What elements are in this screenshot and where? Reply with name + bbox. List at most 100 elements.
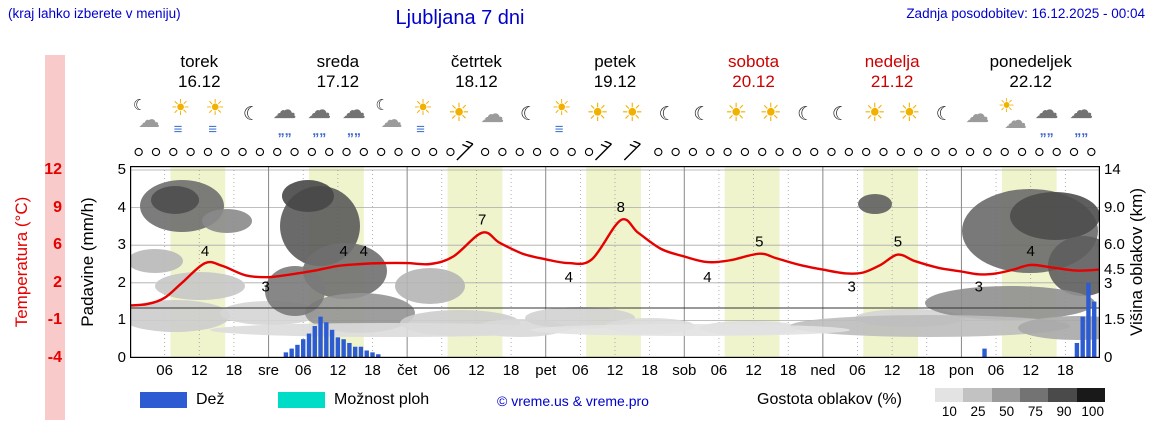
density-level-label: 75 bbox=[1027, 404, 1043, 419]
x-axis-tick: čet bbox=[397, 362, 418, 379]
moon-glyph: ☾ bbox=[242, 104, 260, 125]
day-name: sreda bbox=[316, 52, 360, 71]
x-axis-tick: 18 bbox=[779, 362, 797, 379]
weather-icon-moon: ☾ bbox=[823, 95, 858, 141]
sun-glyph: ☀ bbox=[998, 96, 1016, 117]
sun-glyph: ☀ bbox=[586, 99, 609, 127]
cloud-glyph: ☁ bbox=[380, 107, 403, 132]
sun-glyph: ☀ bbox=[620, 99, 644, 127]
temp-tick: -4 bbox=[47, 349, 62, 366]
x-axis-tick: 06 bbox=[433, 362, 451, 379]
day-name: ponedeljek bbox=[989, 52, 1072, 71]
day-date: 21.12 bbox=[870, 72, 914, 91]
precip-tick: 4 bbox=[117, 198, 126, 216]
weather-icon-sun: ☀ bbox=[754, 95, 789, 141]
x-axis-tick: 06 bbox=[156, 362, 173, 379]
density-segment bbox=[963, 388, 992, 402]
temperature-point-label: 5 bbox=[755, 234, 763, 251]
cloud-height-tick: 1.5 bbox=[1104, 311, 1125, 329]
density-level-label: 50 bbox=[999, 404, 1015, 419]
density-segment bbox=[1019, 388, 1049, 402]
weather-icon-sun: ☀ bbox=[615, 95, 650, 141]
day-name: sobota bbox=[728, 52, 780, 71]
rain-legend-swatch bbox=[140, 392, 187, 408]
temperature-point-label: 3 bbox=[848, 278, 856, 295]
cloud-density-scale bbox=[935, 388, 1105, 402]
drops-glyph: „„ bbox=[1039, 122, 1054, 138]
density-segment bbox=[1048, 388, 1077, 402]
weather-icon-sun: ☀ bbox=[580, 95, 615, 141]
cloud-height-tick: 14 bbox=[1104, 161, 1121, 178]
day-header: nedelja 21.12 bbox=[823, 52, 962, 92]
x-axis-tick: 06 bbox=[710, 362, 728, 379]
wind-barb-icon bbox=[623, 141, 641, 161]
drops-glyph: „„ bbox=[277, 122, 292, 138]
sun-glyph: ☀ bbox=[170, 95, 191, 120]
weather-icon-rain: ☁ „„ bbox=[1031, 95, 1066, 141]
wind-barb-icon bbox=[456, 141, 474, 161]
x-axis-tick: sre bbox=[258, 362, 279, 379]
day-header: torek 16.12 bbox=[130, 52, 269, 92]
moon-glyph: ☾ bbox=[375, 97, 389, 114]
temperature-point-label: 4 bbox=[703, 269, 711, 286]
page-title: Ljubljana 7 dni bbox=[395, 7, 525, 29]
moon-glyph: ☾ bbox=[133, 97, 147, 114]
weather-icons-row: ☾ ☁ ☀ ≡ ☀ ≡ ☾ ☁ „„ ☁ „„ ☁ „„ ☾ ☁ ☀ ≡ ☀ ☁ ☾ ☀ ≡ ☀ ☀ ☾ ☾ ☀ ☀ ☾ ☾ ☀ ☀ ☾ ☁ ☀ ☁ ☁… bbox=[130, 95, 1100, 141]
fog-glyph: ≡ bbox=[416, 121, 426, 138]
location-hint: (kraj lahko izberete v meniju) bbox=[8, 6, 181, 21]
precip-tick: 1 bbox=[117, 311, 126, 329]
x-axis-tick: pon bbox=[948, 362, 974, 379]
cloud-cover-markers-row bbox=[134, 141, 1096, 161]
cloud-glyph: ☁ bbox=[965, 101, 990, 128]
weather-icon-sun: ☀ bbox=[719, 95, 754, 141]
showers-legend-swatch bbox=[278, 392, 325, 408]
rain-legend-label: Dež bbox=[196, 391, 225, 408]
weather-icon-moon: ☾ bbox=[650, 95, 685, 141]
day-name: četrtek bbox=[450, 52, 502, 71]
copyright-link[interactable]: © vreme.us & vreme.pro bbox=[497, 393, 649, 409]
weather-icon-sun-cloud: ☀ ☁ bbox=[996, 95, 1031, 141]
cloud-glyph: ☁ bbox=[1034, 97, 1059, 124]
day-header: četrtek 18.12 bbox=[407, 52, 546, 92]
cloud-glyph: ☁ bbox=[307, 97, 332, 124]
cloud-density-legend-label: Gostota oblakov (%) bbox=[757, 391, 902, 408]
weather-icon-fog-sun: ☀ ≡ bbox=[165, 95, 200, 141]
density-level-label: 25 bbox=[970, 404, 986, 419]
day-date: 16.12 bbox=[178, 72, 221, 91]
temperature-point-label: 4 bbox=[201, 243, 209, 260]
x-axis-tick: 12 bbox=[883, 362, 901, 379]
precip-tick: 0 bbox=[117, 349, 126, 366]
temp-tick: 12 bbox=[44, 161, 62, 178]
weather-icon-fog-sun: ☀ ≡ bbox=[199, 95, 234, 141]
density-segment bbox=[935, 388, 964, 402]
temp-tick: -1 bbox=[47, 311, 62, 329]
x-axis-tick: sob bbox=[672, 362, 697, 379]
cloud-density-levels: 10 25 50 75 90 100 bbox=[935, 404, 1107, 419]
temperature-point-label: 3 bbox=[975, 278, 983, 295]
x-axis-tick: 18 bbox=[918, 362, 936, 379]
fog-glyph: ≡ bbox=[208, 121, 219, 138]
cloud-height-tick: 9.0 bbox=[1104, 198, 1125, 216]
moon-glyph: ☾ bbox=[831, 104, 849, 125]
day-date: 22.12 bbox=[1009, 72, 1052, 91]
day-date: 18.12 bbox=[455, 72, 498, 91]
temp-axis-strip bbox=[45, 55, 65, 420]
day-header: ponedeljek 22.12 bbox=[961, 52, 1100, 92]
last-update: Zadnja posodobitev: 16.12.2025 - 00:04 bbox=[906, 6, 1145, 21]
day-name: torek bbox=[180, 52, 219, 71]
x-axis-tick: ned bbox=[810, 362, 836, 379]
drops-glyph: „„ bbox=[346, 122, 361, 138]
temperature-line bbox=[130, 217, 1100, 307]
weather-icon-sun: ☀ bbox=[892, 95, 927, 141]
cloud-height-tick: 6.0 bbox=[1104, 236, 1125, 254]
temperature-point-label: 7 bbox=[478, 212, 486, 229]
day-date: 20.12 bbox=[732, 72, 775, 91]
weather-icon-moon: ☾ bbox=[788, 95, 823, 141]
temp-tick: 6 bbox=[53, 236, 62, 254]
sun-glyph: ☀ bbox=[551, 95, 572, 120]
x-axis-tick: 12 bbox=[745, 362, 762, 379]
x-axis-tick: 18 bbox=[502, 362, 520, 379]
day-date: 17.12 bbox=[316, 72, 360, 91]
sun-glyph: ☀ bbox=[898, 99, 921, 127]
temp-tick: 2 bbox=[53, 273, 62, 291]
